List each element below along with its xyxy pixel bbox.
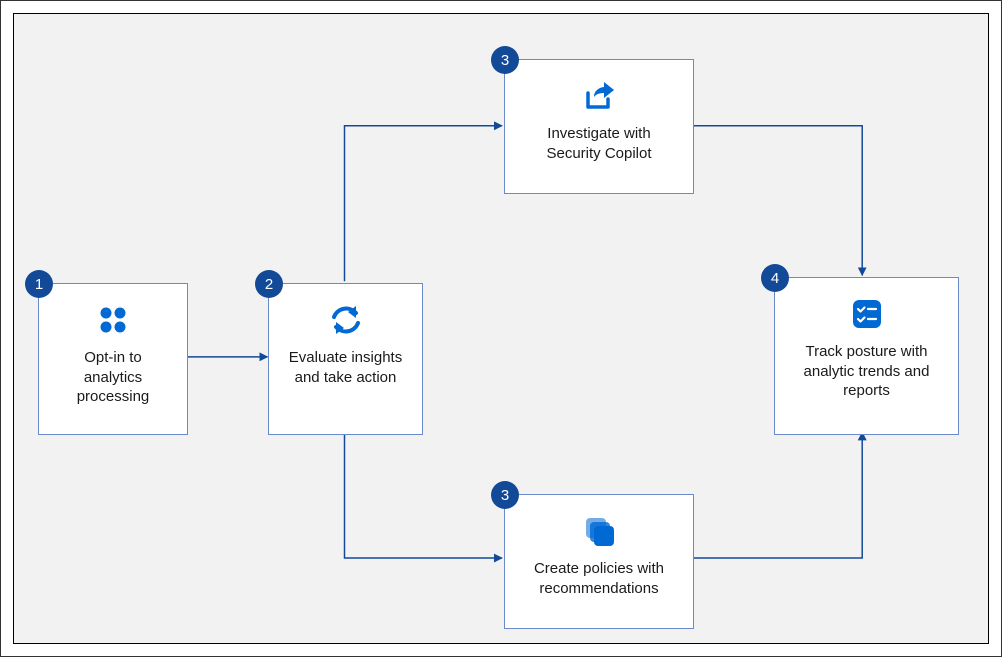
flow-node-n5: 4 Track posture with analytic trends and…	[774, 277, 959, 435]
edge-n2-n4	[344, 432, 501, 558]
node-badge: 4	[761, 264, 789, 292]
flow-node-n2: 2 Evaluate insights and take action	[268, 283, 423, 435]
edge-n2-n3	[344, 126, 501, 282]
share-icon	[577, 74, 621, 118]
diagram-canvas: 1 Opt-in to analytics processing 2 Evalua…	[13, 13, 989, 644]
flow-node-n1: 1 Opt-in to analytics processing	[38, 283, 188, 435]
flow-node-n4: 3 Create policies with recommendations	[504, 494, 694, 629]
node-badge: 3	[491, 46, 519, 74]
checklist-icon	[845, 292, 889, 336]
stack-icon	[577, 509, 621, 553]
sync-icon	[324, 298, 368, 342]
dots-icon	[91, 298, 135, 342]
node-label: Investigate with Security Copilot	[536, 118, 661, 163]
flow-node-n3: 3 Investigate with Security Copilot	[504, 59, 694, 194]
edge-n4-n5	[691, 432, 862, 558]
node-label: Track posture with analytic trends and r…	[794, 336, 940, 401]
node-label: Create policies with recommendations	[524, 553, 674, 598]
node-badge: 3	[491, 481, 519, 509]
node-label: Evaluate insights and take action	[279, 342, 412, 387]
node-badge: 1	[25, 270, 53, 298]
node-label: Opt-in to analytics processing	[67, 342, 160, 407]
edge-n3-n5	[691, 126, 862, 276]
page-frame: 1 Opt-in to analytics processing 2 Evalua…	[0, 0, 1002, 657]
node-badge: 2	[255, 270, 283, 298]
